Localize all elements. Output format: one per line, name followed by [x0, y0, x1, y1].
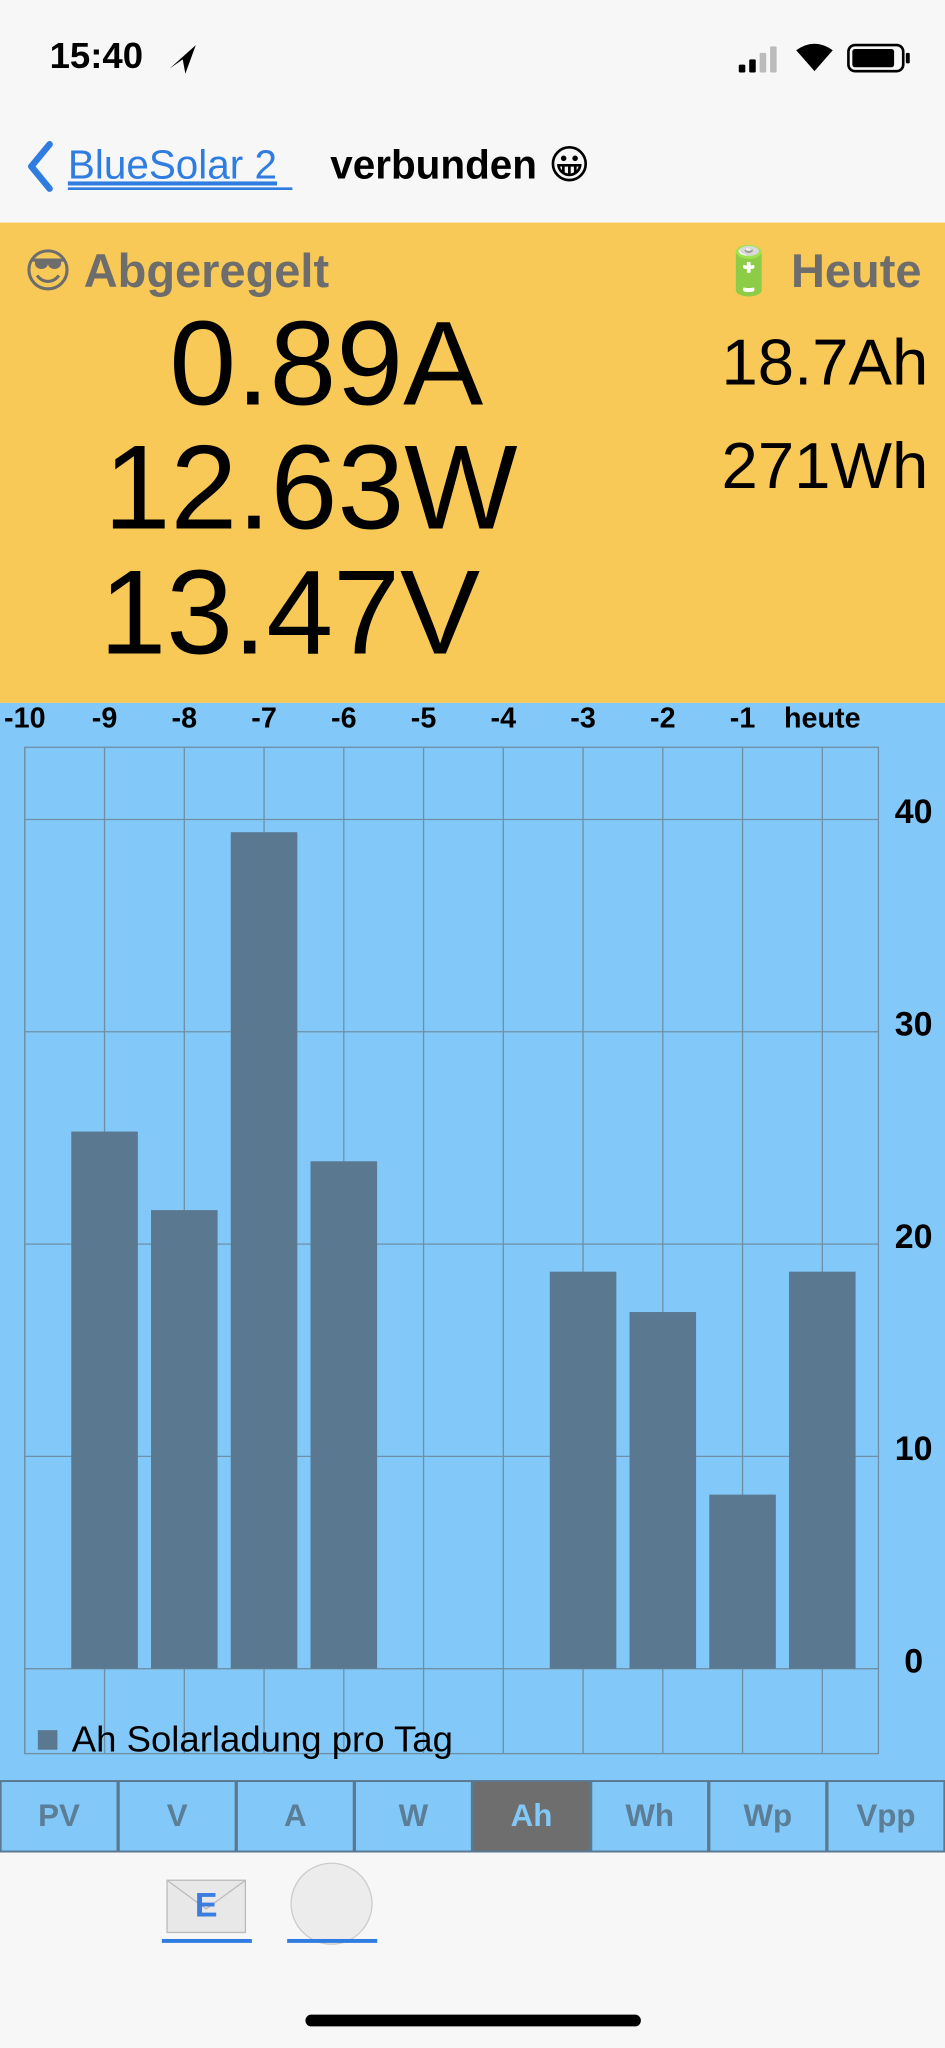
envelope: [166, 1879, 247, 1934]
battery-icon: [847, 43, 910, 73]
tab-label: A: [284, 1798, 307, 1833]
tab[interactable]: [354, 1780, 473, 1853]
power-value: 12.63W: [104, 420, 518, 554]
back-link[interactable]: BlueSolar 2: [68, 141, 277, 187]
bar: [151, 1210, 218, 1669]
tab-label: Wp: [743, 1798, 792, 1833]
tab-label: V: [167, 1798, 188, 1833]
tab[interactable]: [0, 1780, 119, 1853]
bar: [709, 1494, 776, 1669]
envelope-flap: [166, 1879, 246, 1910]
tab[interactable]: [117, 1780, 237, 1853]
y-tick-label: 30: [895, 1006, 933, 1044]
wifi-icon: [796, 43, 833, 72]
header-panel: [0, 222, 945, 703]
bar: [549, 1271, 617, 1669]
x-tick-label: -5: [411, 702, 437, 734]
legend-label: Ah Solarladung pro Tag: [72, 1719, 453, 1760]
tab-label: Vpp: [856, 1798, 915, 1833]
x-tick-label: -10: [4, 702, 45, 734]
y-tick-label: 20: [895, 1218, 933, 1256]
bar: [230, 832, 298, 1669]
tab[interactable]: [826, 1780, 945, 1853]
mail-underline: [161, 1938, 252, 1943]
bar: [310, 1161, 378, 1669]
y-tick-label: 40: [895, 793, 933, 831]
x-tick-label: -3: [570, 702, 596, 734]
tab[interactable]: [472, 1780, 591, 1853]
y-tick-label: 0: [904, 1642, 923, 1680]
connection-status: verbunden 😀: [330, 141, 590, 187]
tab[interactable]: [590, 1780, 710, 1853]
x-tick-label: -9: [92, 702, 118, 734]
current-value: 0.89A: [169, 296, 483, 430]
today-wh: 271Wh: [722, 429, 929, 502]
bar: [789, 1271, 856, 1669]
chart: -10 -9 -8 -7 -6 -5 -4 -3 -2 -1 heute 0 10 20 30 40 Ah So…: [4, 702, 932, 1759]
x-tick-label: heute: [784, 702, 861, 734]
status-underline: [287, 1938, 378, 1943]
x-tick-label: -8: [172, 702, 198, 734]
bar: [629, 1312, 697, 1669]
tab-label: Wh: [625, 1798, 674, 1833]
legend-swatch: [37, 1730, 58, 1750]
today-ah: 18.7Ah: [722, 326, 929, 399]
mail-button[interactable]: E: [161, 1879, 252, 1943]
x-tick-label: -1: [730, 702, 756, 734]
home-indicator: [305, 2014, 641, 2027]
x-tick-label: -6: [331, 702, 357, 734]
tab-label: W: [399, 1798, 429, 1833]
plot-frame: [24, 746, 880, 1755]
tab-label: PV: [38, 1798, 80, 1833]
tab-label: Ah: [511, 1798, 553, 1833]
voltage-value: 13.47V: [99, 546, 480, 680]
x-tick-label: -4: [491, 702, 517, 734]
status-time: 15:40: [50, 35, 143, 76]
location-icon: [169, 45, 196, 74]
today-label: 🔋 Heute: [719, 244, 921, 298]
charge-state: 😎 Abgeregelt: [23, 244, 329, 297]
x-tick-label: -7: [251, 702, 277, 734]
tab[interactable]: [708, 1780, 828, 1853]
bar: [71, 1131, 138, 1669]
back-chevron[interactable]: [28, 140, 53, 192]
x-tick-label: -2: [650, 702, 676, 734]
tab-bar: PV V A W Ah Wh Wp Vpp: [0, 1780, 945, 1853]
status-circle: [290, 1862, 373, 1945]
mail-icon-letter: E: [195, 1887, 218, 1925]
status-button[interactable]: [287, 1862, 378, 1945]
signal-icon: [738, 46, 777, 73]
tab[interactable]: [235, 1780, 355, 1853]
y-tick-label: 10: [895, 1430, 933, 1468]
